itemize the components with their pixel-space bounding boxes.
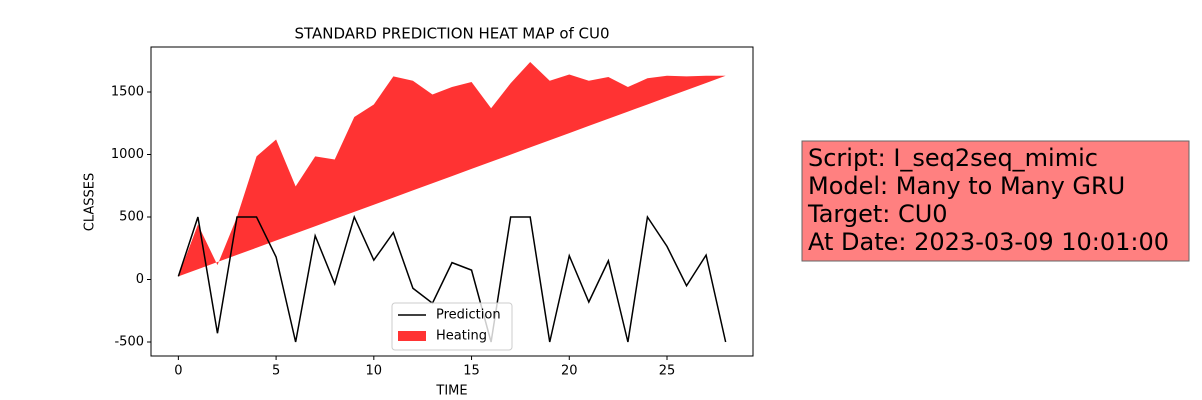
x-tick-label: 10 bbox=[366, 364, 383, 379]
y-tick-label: 0 bbox=[136, 272, 144, 287]
x-tick-label: 15 bbox=[463, 364, 480, 379]
plot-frame bbox=[150, 46, 754, 357]
y-tick-label: 500 bbox=[119, 210, 144, 225]
x-tick-label: 20 bbox=[561, 364, 578, 379]
annotation-box bbox=[801, 140, 1190, 262]
annotation-line: At Date: 2023-03-09 10:01:00 bbox=[808, 228, 1169, 256]
x-tick-label: 25 bbox=[659, 364, 676, 379]
y-tick-label: 1500 bbox=[111, 85, 144, 100]
chart-title: STANDARD PREDICTION HEAT MAP of CU0 bbox=[294, 25, 609, 43]
annotation-line: Model: Many to Many GRU bbox=[808, 172, 1125, 200]
x-axis-label: TIME bbox=[435, 384, 467, 399]
y-tick-label: -500 bbox=[114, 335, 144, 350]
legend-label: Heating bbox=[436, 329, 487, 344]
annotation-line: Target: CU0 bbox=[807, 200, 948, 228]
x-tick-label: 5 bbox=[272, 364, 280, 379]
annotation-line: Script: I_seq2seq_mimic bbox=[808, 144, 1098, 172]
area bbox=[178, 62, 726, 277]
line bbox=[177, 214, 727, 343]
x-tick-label: 0 bbox=[174, 364, 182, 379]
y-axis-label: CLASSES bbox=[83, 173, 98, 231]
legend-label: Prediction bbox=[436, 308, 501, 323]
legend-swatch bbox=[398, 331, 426, 341]
y-tick-label: 1000 bbox=[111, 147, 144, 162]
